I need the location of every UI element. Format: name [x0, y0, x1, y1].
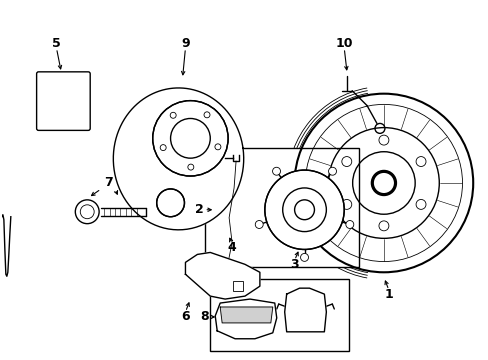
Circle shape: [255, 221, 263, 229]
Circle shape: [328, 167, 336, 175]
Text: 4: 4: [227, 241, 236, 254]
Text: 7: 7: [103, 176, 112, 189]
Text: 6: 6: [181, 310, 189, 323]
Polygon shape: [113, 88, 243, 230]
Bar: [205, 148, 358, 267]
Circle shape: [294, 200, 314, 220]
Text: 2: 2: [195, 203, 203, 216]
Bar: [210, 279, 348, 351]
Circle shape: [264, 170, 344, 249]
Polygon shape: [215, 299, 276, 339]
Circle shape: [300, 253, 308, 261]
Text: 3: 3: [290, 258, 298, 271]
Text: 5: 5: [52, 37, 61, 50]
Polygon shape: [185, 252, 259, 299]
Polygon shape: [284, 288, 325, 332]
Text: 1: 1: [384, 288, 392, 301]
Text: 8: 8: [200, 310, 208, 323]
Text: 9: 9: [181, 37, 189, 50]
Bar: [233, 281, 243, 291]
Polygon shape: [220, 307, 272, 323]
Circle shape: [371, 171, 396, 195]
Circle shape: [345, 221, 353, 229]
Circle shape: [156, 189, 184, 217]
Circle shape: [272, 167, 280, 175]
Circle shape: [152, 100, 228, 176]
Circle shape: [372, 172, 394, 194]
Text: 10: 10: [335, 37, 352, 50]
FancyBboxPatch shape: [37, 72, 90, 130]
